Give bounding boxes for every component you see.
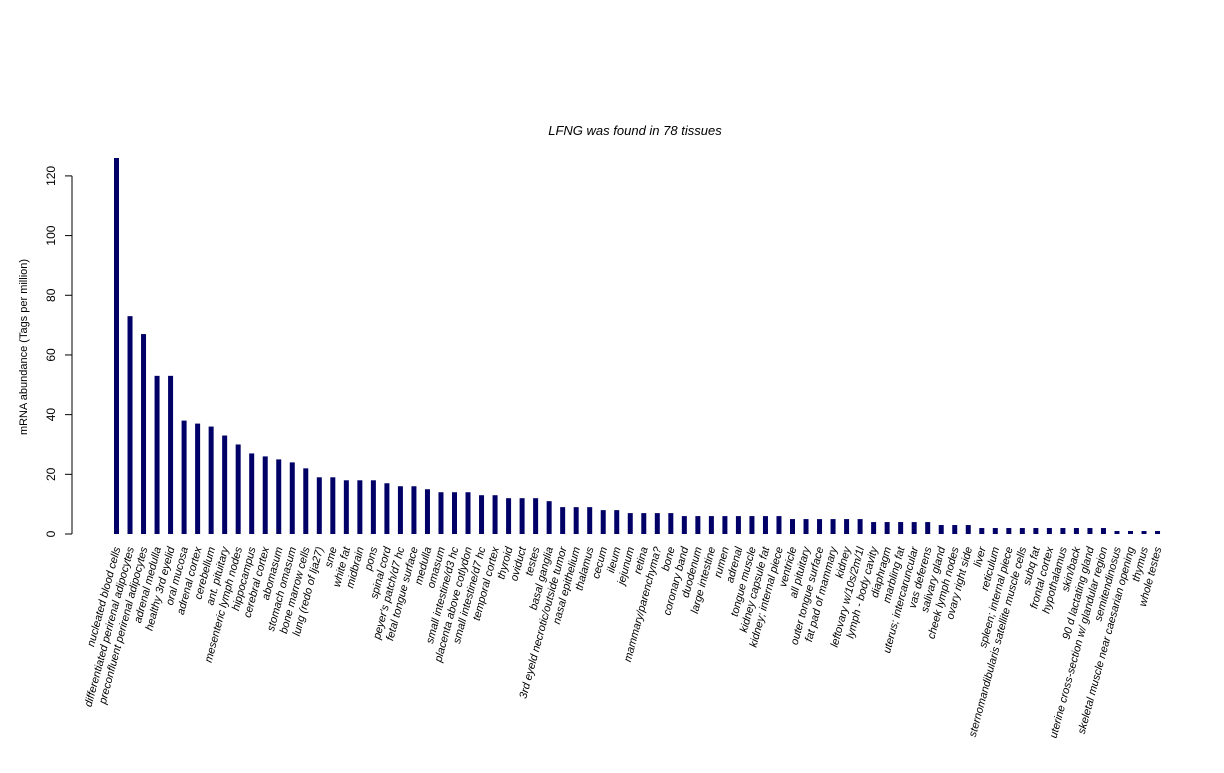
chart-title: LFNG was found in 78 tissues: [548, 123, 722, 138]
bar: [735, 516, 741, 534]
bar: [357, 480, 363, 534]
bar: [479, 495, 485, 534]
bar: [316, 477, 322, 534]
bar: [424, 489, 430, 534]
bar: [1060, 528, 1066, 534]
bars-group: [114, 158, 1161, 534]
bar: [195, 423, 201, 534]
bar: [533, 498, 539, 534]
bar: [1141, 531, 1147, 534]
y-tick-label: 120: [44, 166, 58, 186]
bar: [695, 516, 701, 534]
bar: [614, 510, 620, 534]
bar: [911, 522, 917, 534]
y-tick-label: 60: [44, 348, 58, 362]
y-tick-label: 80: [44, 288, 58, 302]
bar: [127, 316, 133, 534]
bar: [844, 519, 850, 534]
bar: [803, 519, 809, 534]
bar: [438, 492, 444, 534]
title-middle: was found in: [587, 123, 660, 138]
bar: [1046, 528, 1052, 534]
bar: [871, 522, 877, 534]
bar: [1155, 531, 1161, 534]
bar: [262, 456, 268, 534]
bar: [573, 507, 579, 534]
bar: [627, 513, 633, 534]
bar: [154, 375, 160, 534]
bar: [465, 492, 471, 534]
bar: [506, 498, 512, 534]
x-tick-label: liver: [972, 544, 989, 568]
bar: [654, 513, 660, 534]
y-axis: 0 20 40 60 80 100 120: [44, 166, 73, 537]
bar: [830, 519, 836, 534]
bar: [208, 426, 214, 534]
bar: [141, 334, 147, 534]
bar: [1033, 528, 1039, 534]
bar: [411, 486, 417, 534]
bar: [1100, 528, 1106, 534]
bar: [762, 516, 768, 534]
bar: [276, 459, 282, 534]
bar: [965, 525, 971, 534]
bar: [668, 513, 674, 534]
bar: [817, 519, 823, 534]
bar: [857, 519, 863, 534]
bar: [1087, 528, 1093, 534]
title-suffix: tissues: [681, 123, 722, 138]
bar: [168, 375, 174, 534]
bar: [303, 468, 309, 534]
bar: [641, 513, 647, 534]
bar: [600, 510, 606, 534]
bar: [181, 420, 187, 534]
bar: [884, 522, 890, 534]
bar: [519, 498, 525, 534]
bar: [235, 444, 241, 534]
bar: [452, 492, 457, 534]
bar: [249, 453, 255, 534]
bar: [114, 158, 119, 534]
y-tick-label: 20: [44, 467, 58, 481]
bar: [343, 480, 349, 534]
bar: [397, 486, 403, 534]
bar: [952, 525, 958, 534]
bar: [560, 507, 566, 534]
bar: [925, 522, 931, 534]
title-count: 78: [663, 123, 678, 138]
bar: [790, 519, 795, 534]
bar: [492, 495, 498, 534]
bar: [979, 528, 985, 534]
x-tick-label: sme: [323, 546, 340, 569]
bar: [992, 528, 998, 534]
bar: [330, 477, 336, 534]
bar: [1128, 531, 1133, 534]
bar: [384, 483, 390, 534]
y-tick-label: 0: [44, 530, 58, 537]
title-gene: LFNG: [548, 123, 583, 138]
y-tick-label: 40: [44, 408, 58, 422]
bar: [1019, 528, 1025, 534]
bar: [1114, 531, 1120, 534]
bar: [587, 507, 593, 534]
bar: [546, 501, 552, 534]
y-tick-label: 100: [44, 225, 58, 245]
bar: [1006, 528, 1012, 534]
y-axis-label: mRNA abundance (Tags per million): [18, 259, 30, 435]
bar: [708, 516, 714, 534]
bar: [722, 516, 728, 534]
bar: [681, 516, 687, 534]
bar: [898, 522, 904, 534]
bar: [938, 525, 944, 534]
bar: [289, 462, 295, 534]
bar: [1073, 528, 1079, 534]
bar: [370, 480, 376, 534]
bar: [749, 516, 755, 534]
bar: [222, 435, 228, 534]
bar: [776, 516, 782, 534]
